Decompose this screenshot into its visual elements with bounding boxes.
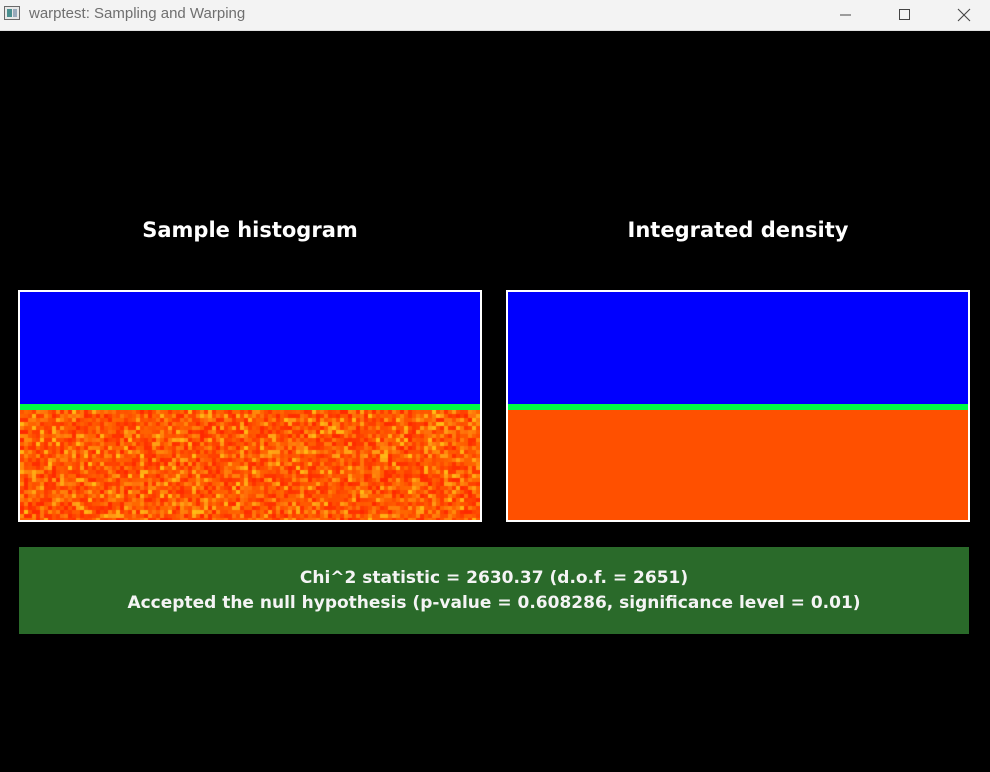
- sample-histogram-title: Sample histogram: [142, 218, 358, 242]
- window-titlebar[interactable]: warptest: Sampling and Warping: [0, 0, 990, 31]
- warptest-canvas: Sample histogram Integrated density Chi^…: [0, 32, 990, 772]
- density-low-region: [508, 292, 968, 404]
- app-window-icon: [4, 6, 20, 20]
- chi-square-statistic: Chi^2 statistic = 2630.37 (d.o.f. = 2651…: [299, 567, 689, 588]
- integrated-density-plot: [506, 290, 970, 522]
- histogram-low-density-region: [20, 292, 480, 404]
- chi-square-result-box: Chi^2 statistic = 2630.37 (d.o.f. = 2651…: [19, 547, 969, 634]
- histogram-noise-region: [20, 410, 480, 520]
- close-button[interactable]: [941, 0, 987, 30]
- sample-histogram-plot: [18, 290, 482, 522]
- window-title: warptest: Sampling and Warping: [29, 5, 246, 22]
- minimize-icon: [840, 14, 851, 16]
- histogram-edge-line: [20, 404, 480, 410]
- integrated-density-title: Integrated density: [627, 218, 849, 242]
- density-edge-line: [508, 404, 968, 410]
- maximize-button[interactable]: [882, 0, 928, 30]
- close-icon: [957, 8, 971, 22]
- maximize-icon: [899, 9, 910, 20]
- minimize-button[interactable]: [823, 0, 869, 30]
- density-high-region: [508, 410, 968, 520]
- null-hypothesis-result: Accepted the null hypothesis (p-value = …: [127, 592, 861, 613]
